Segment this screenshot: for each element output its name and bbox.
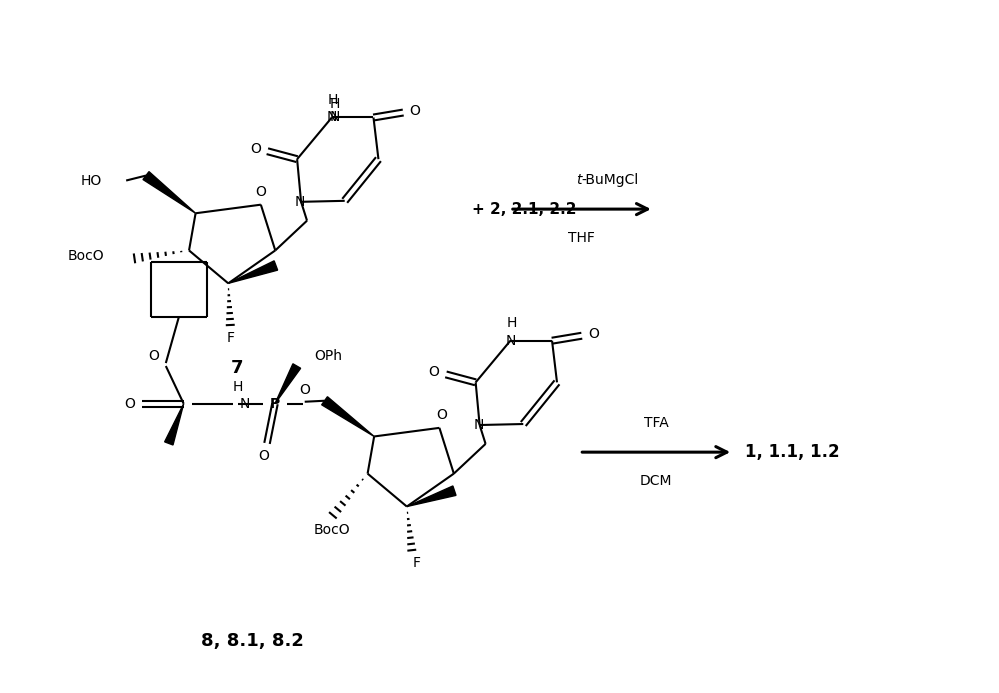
Text: N: N — [330, 110, 340, 125]
Polygon shape — [275, 364, 301, 404]
Text: O: O — [300, 383, 310, 397]
Text: O: O — [436, 408, 447, 422]
Text: N: N — [474, 418, 484, 432]
Text: O: O — [410, 103, 421, 118]
Text: 7: 7 — [231, 359, 244, 377]
Text: THF: THF — [568, 231, 595, 245]
Text: H: H — [330, 96, 340, 111]
Polygon shape — [165, 404, 184, 445]
Text: DCM: DCM — [640, 474, 672, 488]
Text: O: O — [149, 349, 160, 363]
Text: -BuMgCl: -BuMgCl — [581, 173, 639, 187]
Text: N: N — [505, 334, 515, 348]
Text: N: N — [295, 195, 306, 209]
Text: O: O — [259, 449, 270, 464]
Polygon shape — [143, 172, 196, 213]
Text: TFA: TFA — [644, 416, 668, 430]
Text: 8, 8.1, 8.2: 8, 8.1, 8.2 — [201, 631, 304, 649]
Text: 1, 1.1, 1.2: 1, 1.1, 1.2 — [745, 443, 840, 461]
Text: O: O — [250, 142, 261, 156]
Text: F: F — [226, 331, 234, 345]
Text: H: H — [328, 93, 338, 107]
Polygon shape — [228, 261, 278, 283]
Text: HO: HO — [81, 173, 102, 188]
Text: O: O — [429, 365, 440, 380]
Text: H: H — [506, 316, 516, 330]
Text: OPh: OPh — [315, 349, 343, 363]
Text: BocO: BocO — [314, 523, 351, 537]
Polygon shape — [322, 396, 375, 437]
Polygon shape — [407, 486, 456, 507]
Text: N: N — [327, 110, 337, 125]
Text: O: O — [256, 185, 267, 199]
Text: F: F — [413, 556, 421, 570]
Text: BocO: BocO — [68, 249, 105, 263]
Text: O: O — [125, 396, 136, 411]
Text: H: H — [233, 380, 244, 394]
Text: O: O — [588, 327, 599, 341]
Text: N: N — [240, 396, 251, 411]
Text: + 2, 2.1, 2.2: + 2, 2.1, 2.2 — [473, 202, 576, 217]
Text: t: t — [576, 173, 581, 187]
Text: P: P — [270, 396, 280, 411]
